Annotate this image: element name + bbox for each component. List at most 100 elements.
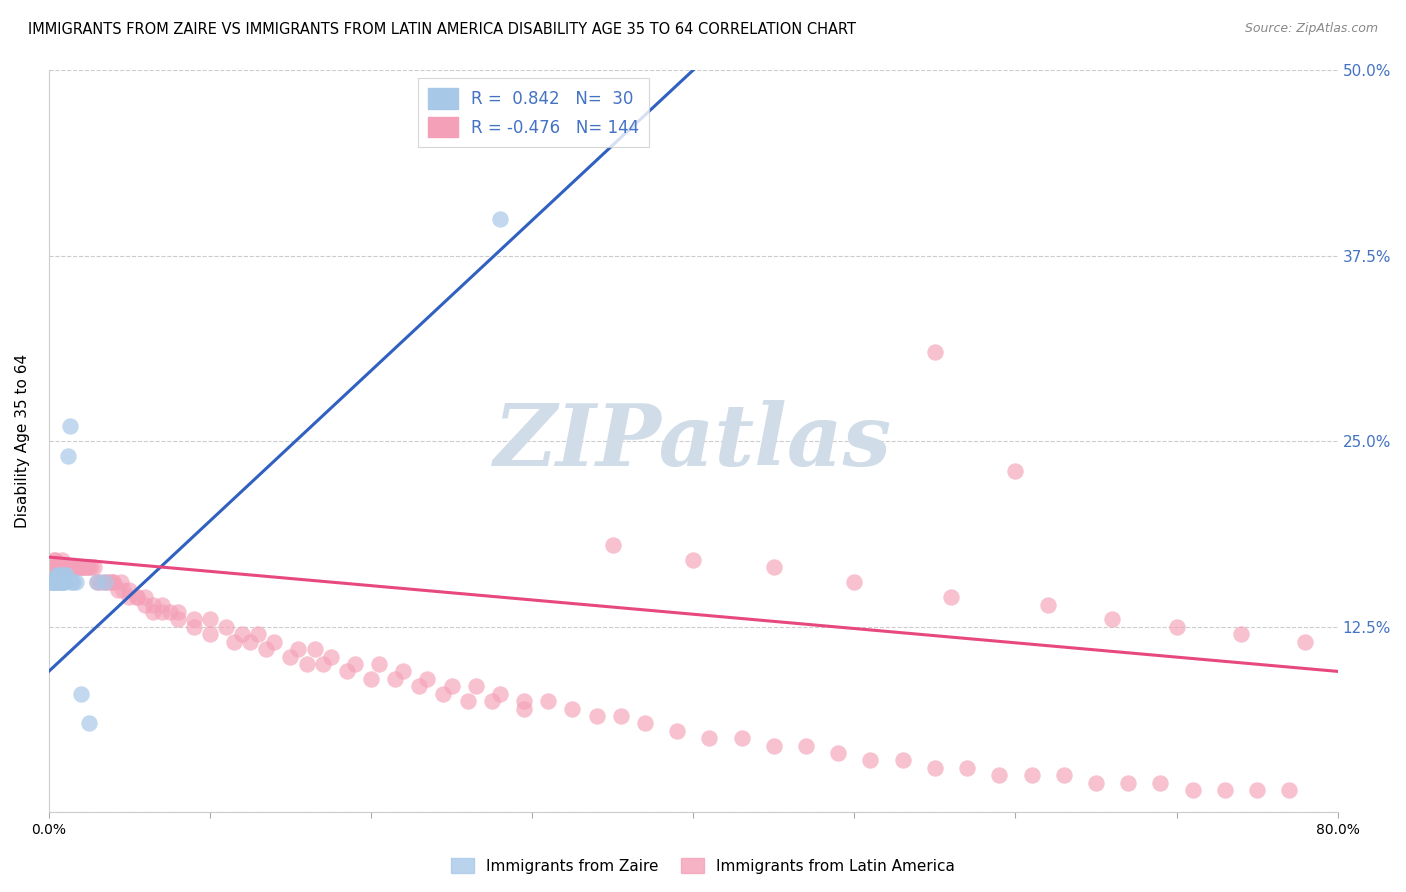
- Point: [77, 560, 100, 574]
- Point: [762, 560, 785, 574]
- Point: [844, 575, 866, 590]
- Point: [45, 560, 67, 574]
- Point: [49, 560, 72, 574]
- Point: [49, 560, 72, 574]
- Point: [311, 657, 333, 671]
- Point: [107, 582, 129, 597]
- Point: [66, 560, 89, 574]
- Point: [41, 560, 63, 574]
- Point: [59, 419, 82, 434]
- Point: [44, 575, 66, 590]
- Point: [416, 672, 439, 686]
- Point: [1116, 776, 1139, 790]
- Point: [103, 575, 125, 590]
- Point: [51, 560, 73, 574]
- Point: [142, 598, 165, 612]
- Point: [666, 723, 689, 738]
- Point: [392, 665, 415, 679]
- Point: [56, 560, 79, 574]
- Point: [481, 694, 503, 708]
- Point: [56, 560, 79, 574]
- Point: [93, 575, 115, 590]
- Point: [53, 560, 76, 574]
- Point: [51, 553, 73, 567]
- Point: [51, 575, 73, 590]
- Point: [98, 575, 121, 590]
- Point: [53, 567, 76, 582]
- Point: [65, 575, 87, 590]
- Point: [48, 560, 70, 574]
- Point: [41, 575, 63, 590]
- Point: [51, 560, 73, 574]
- Point: [1246, 783, 1268, 797]
- Point: [319, 649, 342, 664]
- Point: [51, 560, 73, 574]
- Point: [127, 590, 149, 604]
- Legend: R =  0.842   N=  30, R = -0.476   N= 144: R = 0.842 N= 30, R = -0.476 N= 144: [418, 78, 650, 147]
- Text: IMMIGRANTS FROM ZAIRE VS IMMIGRANTS FROM LATIN AMERICA DISABILITY AGE 35 TO 64 C: IMMIGRANTS FROM ZAIRE VS IMMIGRANTS FROM…: [28, 22, 856, 37]
- Point: [48, 567, 70, 582]
- Point: [52, 560, 75, 574]
- Point: [368, 657, 391, 671]
- Point: [44, 560, 66, 574]
- Point: [65, 560, 87, 574]
- Point: [89, 575, 111, 590]
- Point: [60, 560, 83, 574]
- Point: [1149, 776, 1171, 790]
- Point: [561, 701, 583, 715]
- Point: [127, 590, 149, 604]
- Point: [891, 754, 914, 768]
- Point: [42, 560, 65, 574]
- Point: [62, 575, 84, 590]
- Point: [343, 657, 366, 671]
- Point: [183, 620, 205, 634]
- Point: [215, 620, 238, 634]
- Point: [1084, 776, 1107, 790]
- Point: [263, 634, 285, 648]
- Point: [52, 560, 75, 574]
- Point: [924, 345, 946, 359]
- Point: [94, 575, 117, 590]
- Point: [231, 627, 253, 641]
- Point: [287, 642, 309, 657]
- Point: [45, 560, 67, 574]
- Point: [697, 731, 720, 746]
- Point: [183, 612, 205, 626]
- Point: [55, 560, 77, 574]
- Point: [48, 575, 70, 590]
- Point: [1101, 612, 1123, 626]
- Point: [280, 649, 302, 664]
- Point: [111, 582, 134, 597]
- Point: [1181, 783, 1204, 797]
- Point: [63, 560, 86, 574]
- Point: [42, 575, 65, 590]
- Point: [42, 553, 65, 567]
- Point: [45, 575, 67, 590]
- Point: [827, 746, 849, 760]
- Point: [60, 560, 83, 574]
- Point: [159, 605, 181, 619]
- Point: [489, 687, 512, 701]
- Point: [72, 560, 94, 574]
- Point: [956, 761, 979, 775]
- Point: [70, 687, 93, 701]
- Point: [52, 575, 75, 590]
- Point: [198, 612, 221, 626]
- Point: [150, 598, 173, 612]
- Y-axis label: Disability Age 35 to 64: Disability Age 35 to 64: [15, 354, 30, 528]
- Point: [295, 657, 318, 671]
- Point: [83, 560, 105, 574]
- Point: [48, 560, 70, 574]
- Point: [1036, 598, 1059, 612]
- Point: [988, 768, 1011, 782]
- Point: [55, 560, 77, 574]
- Point: [53, 560, 76, 574]
- Point: [62, 560, 84, 574]
- Point: [464, 679, 486, 693]
- Point: [79, 560, 101, 574]
- Point: [103, 575, 125, 590]
- Point: [70, 560, 93, 574]
- Point: [939, 590, 962, 604]
- Point: [53, 575, 76, 590]
- Point: [457, 694, 479, 708]
